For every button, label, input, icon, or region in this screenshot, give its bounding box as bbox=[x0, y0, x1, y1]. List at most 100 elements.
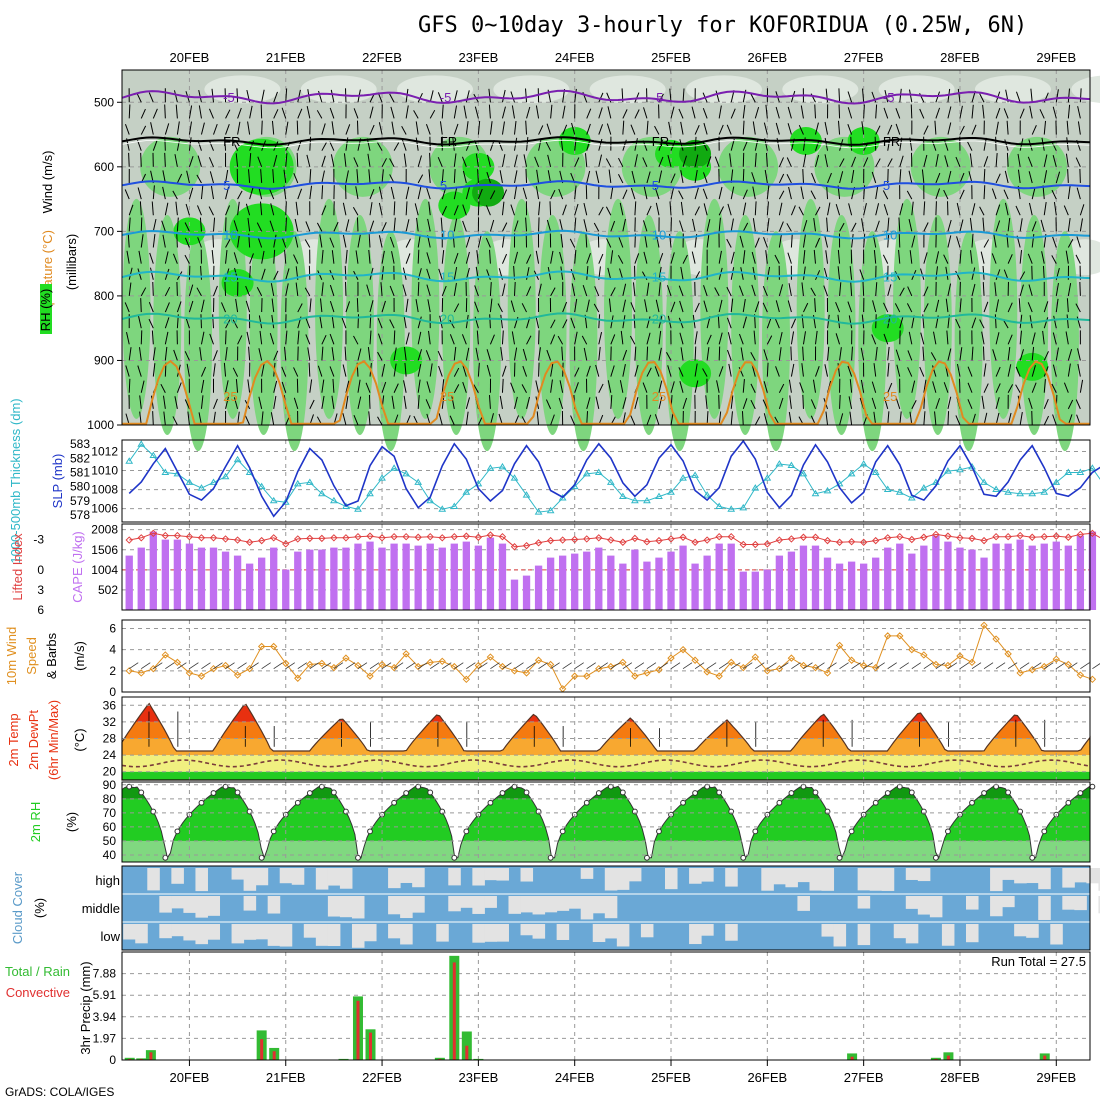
wind-barb bbox=[1067, 283, 1072, 296]
rh-band bbox=[122, 840, 1090, 862]
wind-barb bbox=[489, 219, 495, 232]
wind-barb bbox=[535, 105, 540, 119]
cloud-clear-cell bbox=[135, 924, 148, 944]
cloud-clear-cell bbox=[303, 924, 317, 938]
rh-cell bbox=[679, 359, 712, 388]
cape-bar bbox=[775, 555, 784, 610]
cloud-clear-cell bbox=[725, 924, 738, 941]
rh-dry-area bbox=[782, 75, 859, 104]
wind-barb bbox=[863, 157, 869, 168]
temp-tick-label: 36 bbox=[103, 698, 117, 712]
wind-barb bbox=[558, 397, 564, 410]
wind-barb bbox=[345, 380, 350, 393]
wind-barb bbox=[730, 395, 734, 409]
wind-barb bbox=[851, 346, 853, 361]
wind-speed-point bbox=[342, 654, 350, 662]
wind-barb bbox=[839, 158, 845, 168]
wind-barb bbox=[802, 169, 804, 183]
wind-barb bbox=[655, 202, 660, 216]
date-label-top: 23FEB bbox=[459, 50, 499, 65]
wind-speed-point bbox=[871, 663, 880, 672]
wind-barb bbox=[427, 299, 431, 313]
wind-barb bbox=[538, 138, 542, 151]
wind-barb bbox=[428, 201, 431, 216]
wind-barb bbox=[680, 201, 684, 216]
wind-barb bbox=[126, 250, 130, 264]
wind-speed-point bbox=[185, 669, 194, 677]
wind-barb bbox=[557, 335, 564, 345]
wind-barb bbox=[213, 285, 218, 297]
wind-barb bbox=[164, 123, 170, 135]
wind-barb bbox=[453, 123, 459, 135]
wind-barb bbox=[377, 142, 383, 151]
wind-barb bbox=[549, 201, 552, 216]
wind-barb bbox=[1065, 153, 1069, 167]
wind-barb bbox=[923, 154, 928, 167]
wind-barb bbox=[583, 347, 588, 361]
panel-border bbox=[121, 619, 1091, 693]
wind-barb bbox=[293, 397, 299, 410]
wind-barb bbox=[489, 298, 493, 313]
date-axis-bottom: 20FEB 21FEB 22FEB 23FEB 24FEB 25FEB 26FEB 27FEB… bbox=[170, 1060, 1076, 1085]
cloud-layer-label-low: low bbox=[100, 929, 120, 944]
wind-speed-point bbox=[318, 659, 326, 668]
wind-barb bbox=[574, 217, 577, 232]
cape-bar bbox=[558, 555, 567, 610]
wind-barb bbox=[923, 222, 929, 232]
cloud-clear-cell bbox=[159, 896, 172, 913]
wind10m-axis-label-1: 10m Wind bbox=[4, 627, 19, 686]
cape-bar bbox=[1040, 543, 1048, 610]
wind-barb bbox=[534, 156, 540, 168]
rh-dry-area bbox=[974, 75, 1051, 104]
cloud-clear-cell bbox=[797, 868, 810, 883]
isotherm-label: 20 bbox=[223, 312, 237, 327]
wind-barb bbox=[608, 298, 612, 313]
wind-barb bbox=[281, 107, 287, 119]
wind-barb bbox=[453, 282, 457, 296]
wind-barb bbox=[426, 188, 431, 200]
wind-barb bbox=[526, 335, 532, 345]
wind-barb bbox=[176, 121, 180, 135]
wind-speed-point bbox=[1016, 669, 1024, 677]
wind-barb bbox=[646, 282, 650, 296]
wind-barb bbox=[947, 219, 952, 232]
lifted-index-tick-label: 0 bbox=[37, 563, 44, 577]
wind-barb bbox=[208, 108, 214, 119]
wind-barb bbox=[634, 92, 640, 103]
wind-barb-10m bbox=[586, 662, 596, 670]
cloud-clear-cell bbox=[761, 868, 774, 891]
wind-barb bbox=[511, 105, 515, 119]
wind-barb bbox=[622, 109, 628, 119]
wind-barb bbox=[680, 347, 684, 361]
thickness-point bbox=[269, 496, 278, 504]
rh-point bbox=[511, 783, 518, 790]
isotherm-label: 15 bbox=[883, 270, 897, 285]
wind-barb bbox=[971, 267, 976, 280]
wind-barb bbox=[778, 157, 784, 168]
wind-barb bbox=[233, 220, 239, 232]
wind-barb bbox=[642, 382, 648, 393]
wind-barb bbox=[427, 218, 431, 232]
wind-barb bbox=[1043, 351, 1049, 361]
chart-title: GFS 0~10day 3-hourly for KOFORIDUA (0.25… bbox=[418, 13, 1027, 38]
wind-barb bbox=[353, 335, 359, 345]
wind-barb-10m bbox=[1092, 663, 1100, 670]
wind-barb bbox=[762, 302, 768, 313]
wind-barb bbox=[232, 141, 239, 151]
wind-barb bbox=[172, 190, 178, 200]
rh-legend-swatch bbox=[40, 284, 52, 334]
wind-barb bbox=[682, 88, 685, 103]
wind-barb bbox=[1075, 157, 1081, 168]
cloud-clear-cell bbox=[231, 924, 245, 944]
wind-barb bbox=[321, 142, 327, 151]
wind-barb bbox=[331, 347, 335, 361]
wind-barb bbox=[558, 188, 564, 200]
cloud-clear-cell bbox=[472, 924, 485, 943]
wind-barb bbox=[474, 106, 479, 119]
rh-point bbox=[1065, 799, 1072, 806]
isotherm-25 bbox=[122, 359, 1090, 425]
wind-barb bbox=[969, 217, 973, 232]
wind-speed-point bbox=[607, 662, 615, 671]
wind-barb bbox=[453, 367, 460, 377]
rh-legend-label: RH (%) bbox=[38, 289, 53, 332]
